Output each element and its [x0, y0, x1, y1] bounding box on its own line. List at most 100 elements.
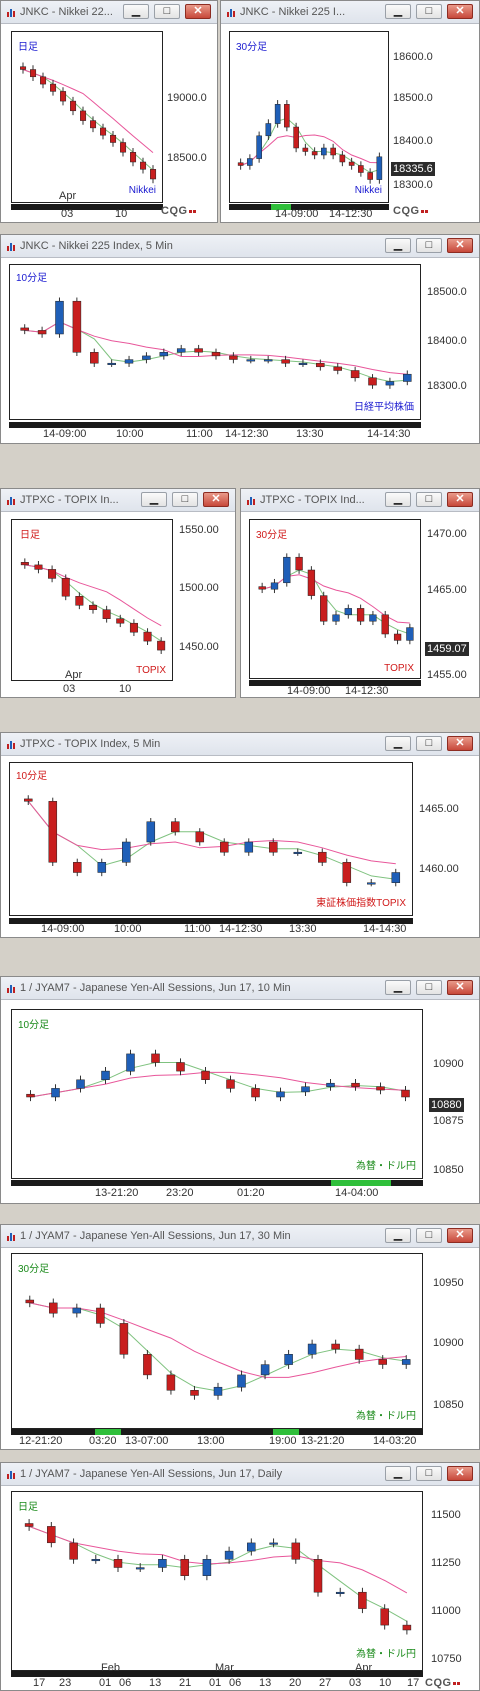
title-bar[interactable]: JTPXC - TOPIX Index, 5 Min ▁ □ ✕ — [1, 733, 479, 756]
maximize-button[interactable]: □ — [154, 4, 180, 19]
candle-body — [354, 1348, 364, 1360]
y-tick: 1465.00 — [419, 803, 459, 815]
close-button[interactable]: ✕ — [447, 492, 473, 507]
maximize-button[interactable]: □ — [416, 492, 442, 507]
candle-body — [190, 1390, 199, 1396]
maximize-button[interactable]: □ — [416, 1228, 442, 1243]
maximize-button[interactable]: □ — [416, 1466, 442, 1481]
x-tick: 23:20 — [166, 1187, 194, 1199]
y-tick: 1500.00 — [179, 582, 219, 594]
chart-pane[interactable]: 30分足 Nikkei — [229, 31, 389, 203]
chart-pane[interactable]: 10分足 日経平均株価 — [9, 264, 421, 420]
chart-pane[interactable]: 日足 為替・ドル円 — [11, 1491, 423, 1671]
nikkei-daily-window[interactable]: JNKC - Nikkei 22... ▁ □ ✕ 日足 Nikkei 1900… — [0, 0, 218, 223]
close-icon: ✕ — [455, 493, 465, 505]
chart-pane[interactable]: 30分足 為替・ドル円 — [11, 1253, 423, 1429]
close-button[interactable]: ✕ — [185, 4, 211, 19]
title-bar[interactable]: JNKC - Nikkei 225 I... ▁ □ ✕ — [221, 1, 479, 24]
minimize-button[interactable]: ▁ — [123, 4, 149, 19]
title-bar[interactable]: JNKC - Nikkei 225 Index, 5 Min ▁ □ ✕ — [1, 235, 479, 258]
chart-pane[interactable]: 10分足 為替・ドル円 — [11, 1009, 423, 1179]
minimize-button[interactable]: ▁ — [141, 492, 167, 507]
candle-body — [151, 1053, 160, 1063]
period-label: 30分足 — [256, 530, 288, 541]
minimize-button[interactable]: ▁ — [385, 238, 411, 253]
candle-body — [101, 1070, 110, 1080]
window-title: JNKC - Nikkei 225 I... — [240, 6, 346, 18]
title-bar[interactable]: 1 / JYAM7 - Japanese Yen-All Sessions, J… — [1, 977, 479, 1000]
topix-30min-window[interactable]: JTPXC - TOPIX Ind... ▁ □ ✕ 30分足 TOPIX 14… — [240, 488, 480, 698]
minimize-icon: ▁ — [393, 239, 403, 251]
y-tick: 18500.0 — [393, 92, 433, 104]
candle-body — [247, 1542, 256, 1552]
candle-body — [142, 355, 151, 360]
candle-body — [350, 370, 360, 379]
minimize-button[interactable]: ▁ — [385, 980, 411, 995]
maximize-button[interactable]: □ — [416, 4, 442, 19]
yen-daily-window[interactable]: 1 / JYAM7 - Japanese Yen-All Sessions, J… — [0, 1462, 480, 1691]
chart-icon — [7, 1233, 15, 1241]
chart-pane[interactable]: 30分足 TOPIX — [249, 519, 421, 679]
chart-pane[interactable]: 日足 TOPIX — [11, 519, 173, 681]
close-button[interactable]: ✕ — [447, 1228, 473, 1243]
x-tick: 27 — [319, 1677, 332, 1689]
ma-slow-line — [29, 1302, 407, 1378]
title-bar[interactable]: 1 / JYAM7 - Japanese Yen-All Sessions, J… — [1, 1225, 479, 1248]
chart-pane[interactable]: 日足 Nikkei — [11, 31, 163, 203]
candle-body — [143, 1354, 152, 1376]
candle-body — [176, 1062, 185, 1072]
y-tick: 11000 — [431, 1605, 461, 1617]
chart-pane[interactable]: 10分足 東証株価指数TOPIX — [9, 762, 413, 916]
close-button[interactable]: ✕ — [447, 736, 473, 751]
maximize-button[interactable]: □ — [172, 492, 198, 507]
y-tick: 18300.0 — [427, 380, 467, 392]
candle-body — [295, 556, 303, 571]
minimize-icon: ▁ — [149, 493, 159, 505]
y-tick: 18300.0 — [393, 179, 433, 191]
nikkei-5min-window[interactable]: JNKC - Nikkei 225 Index, 5 Min ▁ □ ✕ 10分… — [0, 234, 480, 444]
window-title: JTPXC - TOPIX Index, 5 Min — [20, 738, 161, 750]
topix-daily-window[interactable]: JTPXC - TOPIX In... ▁ □ ✕ 日足 TOPIX 1550.… — [0, 488, 236, 698]
title-bar[interactable]: JTPXC - TOPIX In... ▁ □ ✕ — [1, 489, 235, 512]
chart-icon — [7, 985, 15, 993]
close-button[interactable]: ✕ — [447, 238, 473, 253]
maximize-button[interactable]: □ — [416, 980, 442, 995]
maximize-icon: □ — [163, 5, 171, 17]
close-button[interactable]: ✕ — [447, 4, 473, 19]
x-tick: 14-12:30 — [329, 208, 373, 220]
x-tick: 14-12:30 — [219, 923, 263, 935]
minimize-button[interactable]: ▁ — [385, 4, 411, 19]
title-bar[interactable]: JNKC - Nikkei 22... ▁ □ ✕ — [1, 1, 217, 24]
ma-slow-line — [24, 321, 408, 375]
candle-body — [96, 1307, 105, 1324]
title-bar[interactable]: JTPXC - TOPIX Ind... ▁ □ ✕ — [241, 489, 479, 512]
chart-canvas — [20, 558, 166, 654]
maximize-button[interactable]: □ — [416, 736, 442, 751]
maximize-button[interactable]: □ — [416, 238, 442, 253]
y-tick: 18400.0 — [427, 335, 467, 347]
maximize-icon: □ — [425, 5, 433, 17]
y-tick: 1455.00 — [427, 669, 467, 681]
minimize-button[interactable]: ▁ — [385, 1466, 411, 1481]
close-icon: ✕ — [193, 5, 203, 17]
x-tick: 03:20 — [89, 1435, 117, 1447]
ma-fast-line — [240, 117, 380, 174]
nikkei-30min-window[interactable]: JNKC - Nikkei 225 I... ▁ □ ✕ 30分足 Nikkei… — [220, 0, 480, 223]
close-button[interactable]: ✕ — [447, 980, 473, 995]
y-tick: 10875 — [433, 1115, 464, 1127]
yen-10min-window[interactable]: 1 / JYAM7 - Japanese Yen-All Sessions, J… — [0, 976, 480, 1204]
minimize-button[interactable]: ▁ — [385, 492, 411, 507]
yen-30min-window[interactable]: 1 / JYAM7 - Japanese Yen-All Sessions, J… — [0, 1224, 480, 1450]
minimize-button[interactable]: ▁ — [385, 1228, 411, 1243]
candle-body — [246, 359, 256, 362]
topix-5min-window[interactable]: JTPXC - TOPIX Index, 5 Min ▁ □ ✕ 10分足 東証… — [0, 732, 480, 938]
candle-body — [37, 330, 47, 335]
candle-body — [401, 1089, 410, 1098]
candle-body — [90, 120, 97, 129]
minimize-button[interactable]: ▁ — [385, 736, 411, 751]
close-button[interactable]: ✕ — [447, 1466, 473, 1481]
title-bar[interactable]: 1 / JYAM7 - Japanese Yen-All Sessions, J… — [1, 1463, 479, 1486]
candle-body — [20, 562, 29, 566]
close-button[interactable]: ✕ — [203, 492, 229, 507]
window-title: JTPXC - TOPIX Ind... — [260, 494, 365, 506]
